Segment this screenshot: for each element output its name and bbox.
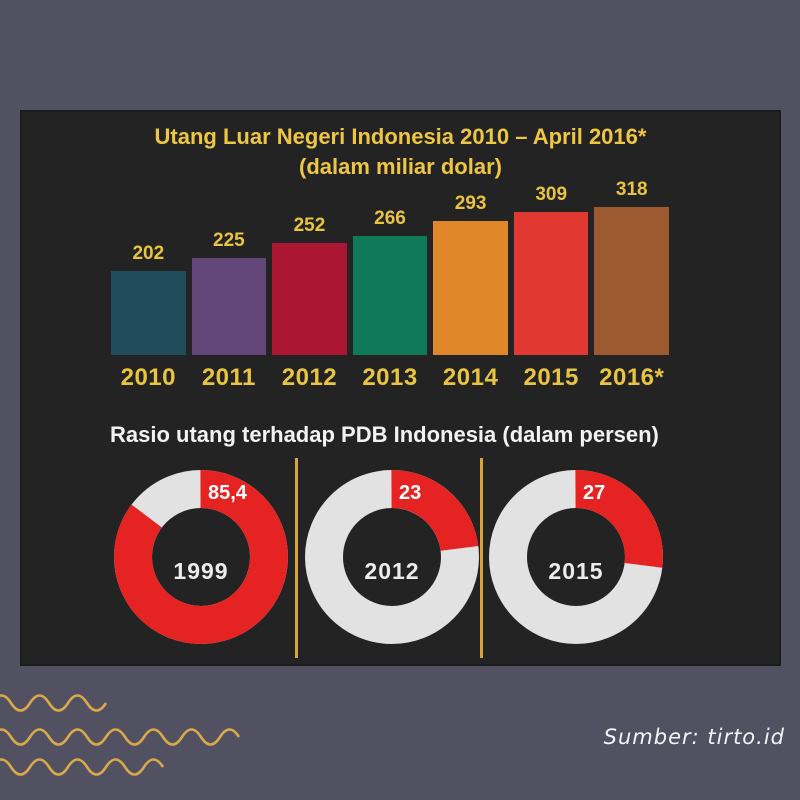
- donut-ring: [114, 470, 288, 644]
- donut-value-label: 85,4: [208, 482, 247, 504]
- bar-value-label: 225: [213, 230, 245, 251]
- bar-chart-title-line2: (dalam miliar dolar): [299, 154, 502, 179]
- donut-value-label: 23: [399, 482, 422, 504]
- bar-column-2011: 225 2011: [191, 230, 267, 392]
- source-credit: Sumber: tirto.id: [603, 725, 785, 749]
- donut-year-label: 1999: [173, 557, 229, 584]
- bar-column-2015: 309 2015: [513, 184, 589, 392]
- bar-category-label: 2013: [362, 364, 418, 391]
- donut-year-label: 2015: [548, 557, 604, 584]
- bar-value-label: 266: [374, 208, 406, 229]
- infographic-panel: Utang Luar Negeri Indonesia 2010 – April…: [20, 110, 781, 666]
- donut-chart: 1999 85,4: [113, 469, 289, 645]
- bar-2014: [433, 221, 508, 355]
- bar-value-label: 318: [615, 179, 648, 200]
- bar-category-label: 2011: [201, 364, 256, 391]
- bar-2010: [111, 271, 186, 355]
- bar-category-label: 2014: [442, 364, 499, 391]
- bar-column-2012: 252 2012: [272, 215, 347, 392]
- donut-separator-line: [480, 458, 483, 658]
- bar-value-label: 252: [293, 215, 326, 236]
- donut-ring: [305, 470, 479, 644]
- donut-section-title: Rasio utang terhadap PDB Indonesia (dala…: [110, 422, 659, 447]
- donut-ring: [489, 470, 663, 644]
- bar-column-2014: 293 2014: [433, 193, 508, 392]
- bar-chart-title: Utang Luar Negeri Indonesia 2010 – April…: [20, 122, 781, 182]
- bar-category-label: 2010: [120, 364, 176, 391]
- bar-value-label: 293: [454, 193, 487, 214]
- donut-year-label: 2012: [364, 557, 420, 584]
- bar-value-label: 202: [132, 243, 165, 264]
- donut-chart: 2015 27: [488, 469, 664, 645]
- bar-column-2010: 202 2010: [111, 243, 186, 392]
- bar-category-label: 2016*: [599, 364, 665, 391]
- bar-2011: [191, 258, 267, 355]
- bar-chart-title-line1: Utang Luar Negeri Indonesia 2010 – April…: [154, 124, 647, 149]
- bar-2013: [352, 236, 428, 355]
- bar-2016*: [594, 207, 670, 355]
- bar-column-2013: 266 2013: [352, 208, 428, 392]
- bar-2012: [272, 243, 347, 355]
- bar-value-label: 309: [535, 184, 568, 205]
- bar-category-label: 2015: [523, 364, 579, 391]
- bar-column-2016*: 318 2016*: [594, 179, 670, 392]
- donut-chart: 2012 23: [304, 469, 480, 645]
- donut-separator-line: [295, 458, 298, 658]
- bar-chart-columns: 202 2010 225 2011 252 2012 266 2013 293 2014 309 20…: [111, 179, 670, 392]
- bar-category-label: 2012: [281, 364, 338, 391]
- bar-2015: [513, 212, 589, 355]
- decorative-waves: [0, 694, 241, 776]
- donut-value-label: 27: [583, 482, 606, 504]
